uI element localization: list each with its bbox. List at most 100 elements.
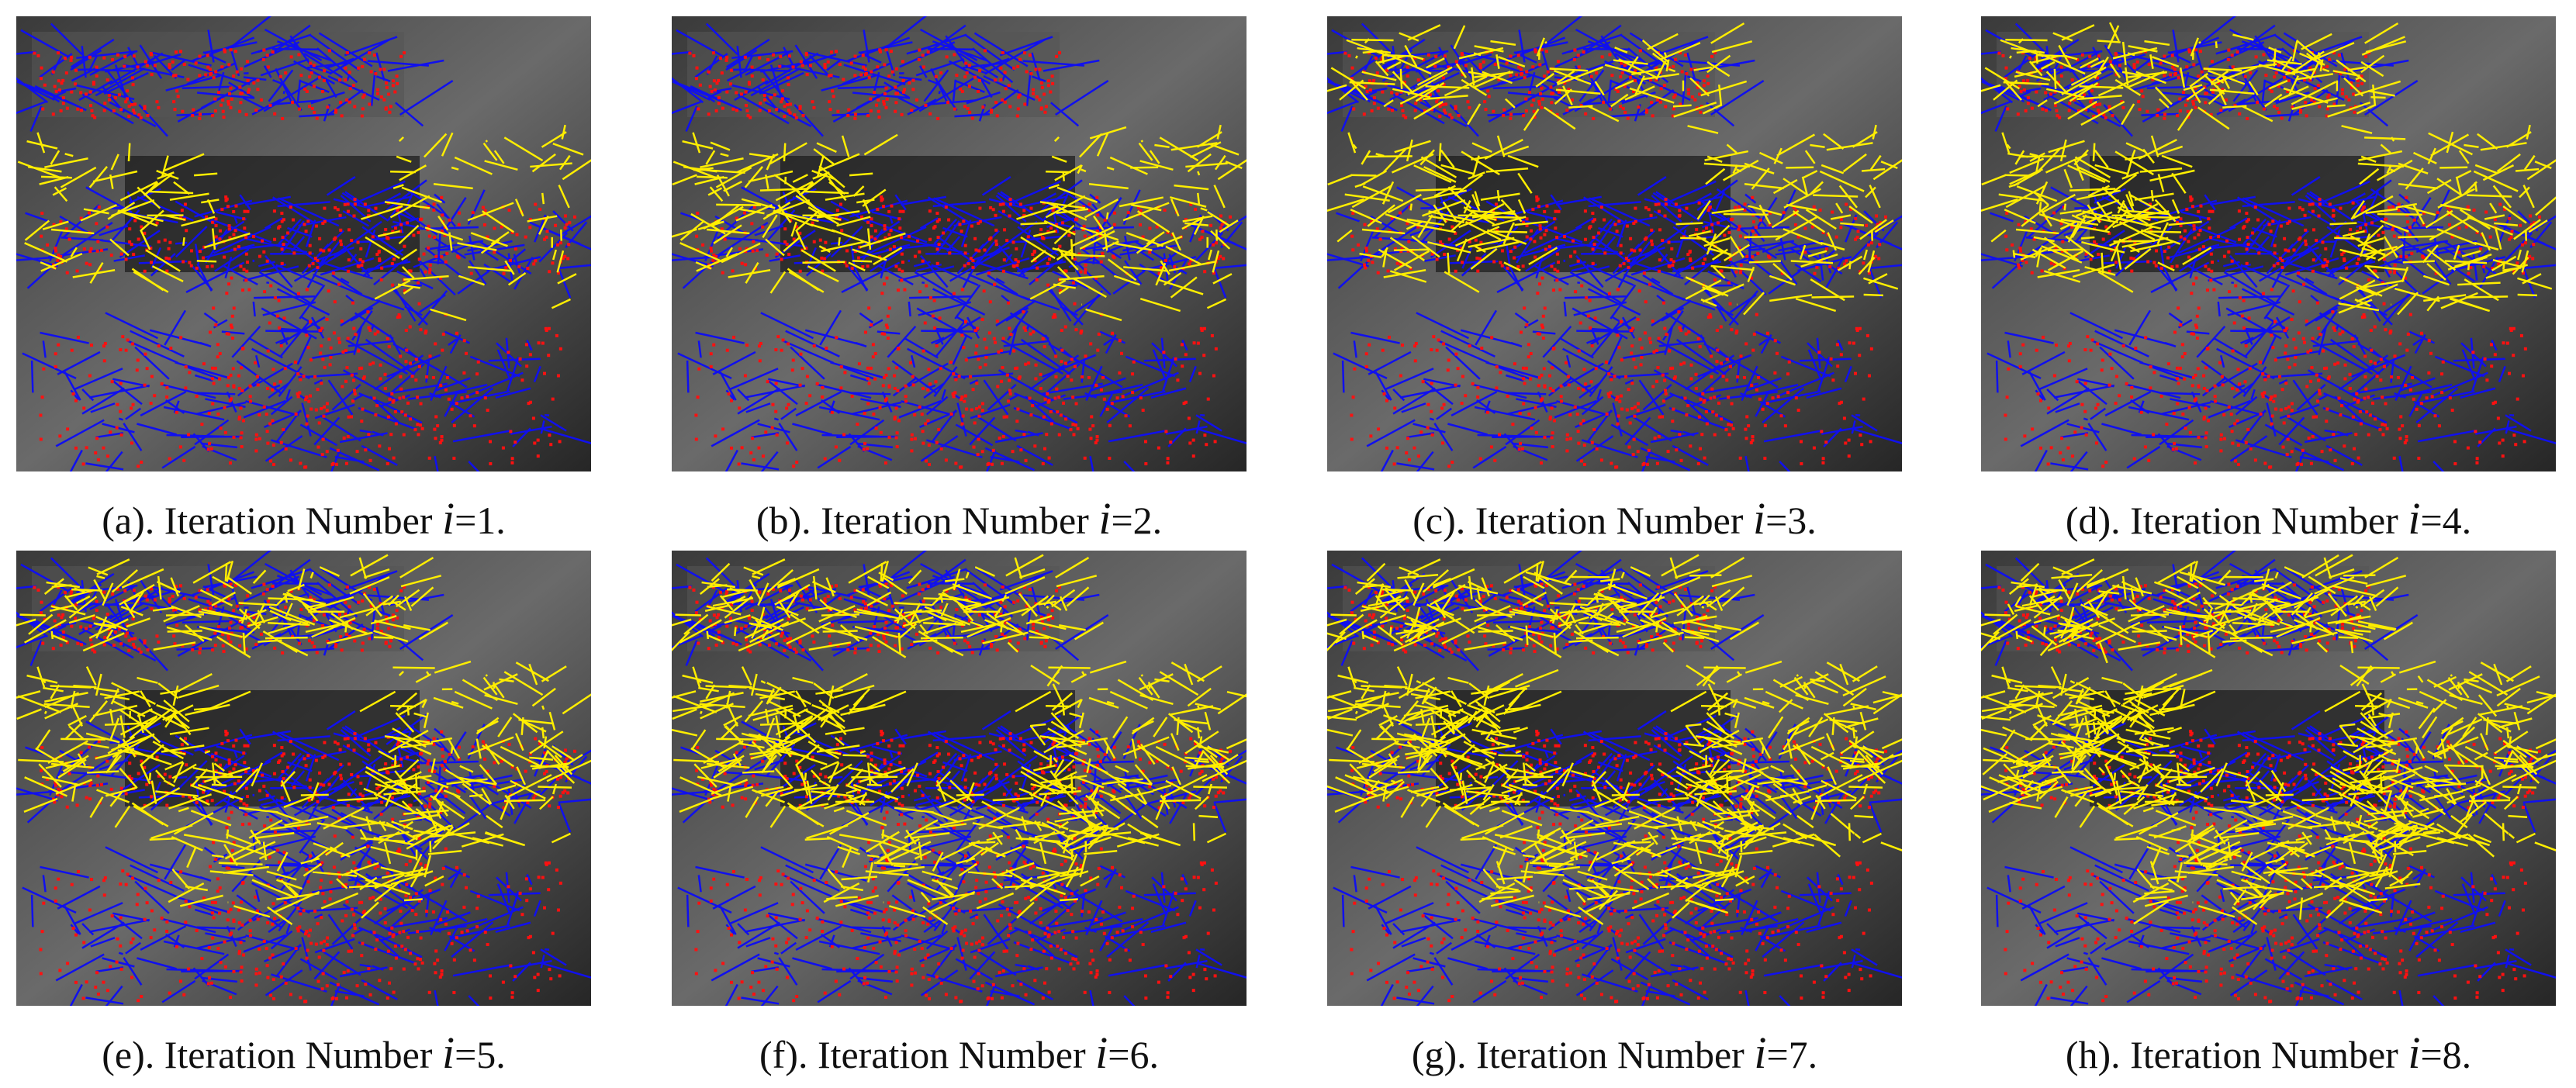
feature-point	[299, 378, 303, 382]
match-line	[1020, 222, 1048, 226]
feature-point	[1664, 198, 1668, 202]
feature-point	[948, 251, 952, 255]
match-line	[245, 195, 292, 206]
feature-point	[1492, 260, 1496, 264]
feature-point	[1627, 445, 1631, 449]
feature-point	[245, 261, 249, 264]
match-line	[1724, 244, 1751, 262]
match-line	[2382, 259, 2421, 296]
match-line	[191, 264, 213, 291]
feature-point	[710, 89, 714, 93]
match-line	[1401, 402, 1426, 413]
feature-point	[74, 446, 78, 450]
match-line	[504, 260, 515, 275]
feature-point	[81, 462, 85, 466]
match-line	[1687, 125, 1719, 134]
match-line	[326, 57, 354, 69]
feature-point	[1796, 408, 1800, 412]
match-line	[2240, 264, 2288, 286]
feature-point	[1094, 383, 1098, 387]
feature-point	[1744, 437, 1748, 440]
match-line	[559, 215, 591, 237]
match-line	[95, 432, 124, 439]
match-line	[236, 360, 283, 395]
feature-point	[1008, 378, 1011, 382]
feature-point	[952, 292, 956, 295]
feature-point	[1655, 348, 1658, 352]
match-line	[898, 265, 955, 282]
feature-point	[1696, 81, 1699, 85]
match-line	[1428, 210, 1475, 223]
match-line	[2218, 295, 2280, 299]
match-line	[1669, 392, 1698, 406]
feature-point	[740, 92, 744, 96]
feature-point	[105, 78, 109, 82]
feature-point	[1073, 364, 1077, 368]
feature-point	[1143, 440, 1147, 444]
feature-point	[173, 108, 177, 112]
feature-point	[280, 211, 284, 215]
match-line	[1728, 290, 1759, 326]
match-line	[938, 90, 941, 95]
feature-point	[892, 245, 896, 249]
feature-point	[1720, 417, 1724, 421]
feature-point	[1631, 326, 1635, 330]
match-line	[2270, 219, 2281, 247]
feature-point	[1668, 349, 1672, 353]
feature-point	[1839, 226, 1843, 230]
feature-point	[911, 383, 915, 387]
feature-point	[1385, 399, 1388, 402]
feature-point	[1655, 379, 1659, 383]
feature-point	[960, 333, 964, 337]
feature-point	[787, 54, 791, 58]
match-line	[692, 132, 701, 154]
feature-point	[1607, 372, 1611, 376]
match-line	[254, 354, 261, 368]
match-line	[230, 16, 272, 49]
feature-point	[1627, 265, 1630, 269]
feature-point	[896, 389, 900, 392]
feature-point	[908, 81, 911, 85]
feature-point	[1705, 422, 1709, 426]
feature-point	[1582, 443, 1586, 447]
match-line	[313, 378, 323, 385]
feature-point	[396, 81, 399, 85]
feature-point	[1043, 345, 1046, 349]
feature-point	[1393, 247, 1397, 250]
feature-point	[980, 402, 984, 406]
match-line	[1794, 263, 1822, 283]
feature-point	[960, 422, 964, 426]
match-line	[1355, 55, 1358, 59]
match-line	[1604, 64, 1642, 76]
match-line	[1381, 38, 1426, 68]
feature-point	[1067, 233, 1071, 237]
match-line	[426, 240, 483, 250]
feature-point	[1008, 389, 1012, 392]
feature-point	[143, 269, 147, 273]
feature-point	[284, 447, 288, 451]
feature-point	[1856, 230, 1860, 233]
match-line	[1353, 340, 1357, 358]
feature-point	[1703, 456, 1706, 460]
match-line	[1195, 414, 1222, 432]
feature-point	[1219, 214, 1223, 218]
feature-point	[46, 243, 50, 247]
feature-point	[1095, 438, 1099, 442]
match-line	[1096, 132, 1109, 157]
feature-point	[1793, 212, 1797, 216]
feature-point	[770, 426, 774, 430]
feature-point	[383, 386, 387, 390]
match-line	[1471, 209, 1516, 216]
feature-point	[1053, 315, 1057, 319]
feature-point	[395, 74, 399, 78]
feature-point	[800, 367, 804, 371]
caption-suffix: =1.	[455, 499, 506, 542]
feature-point	[1709, 396, 1713, 400]
feature-point	[1506, 394, 1509, 398]
match-line	[1672, 104, 1692, 108]
match-line	[340, 299, 381, 326]
feature-point	[774, 382, 778, 385]
match-line	[1458, 216, 1485, 229]
feature-point	[1710, 375, 1713, 378]
match-line	[2077, 378, 2114, 388]
